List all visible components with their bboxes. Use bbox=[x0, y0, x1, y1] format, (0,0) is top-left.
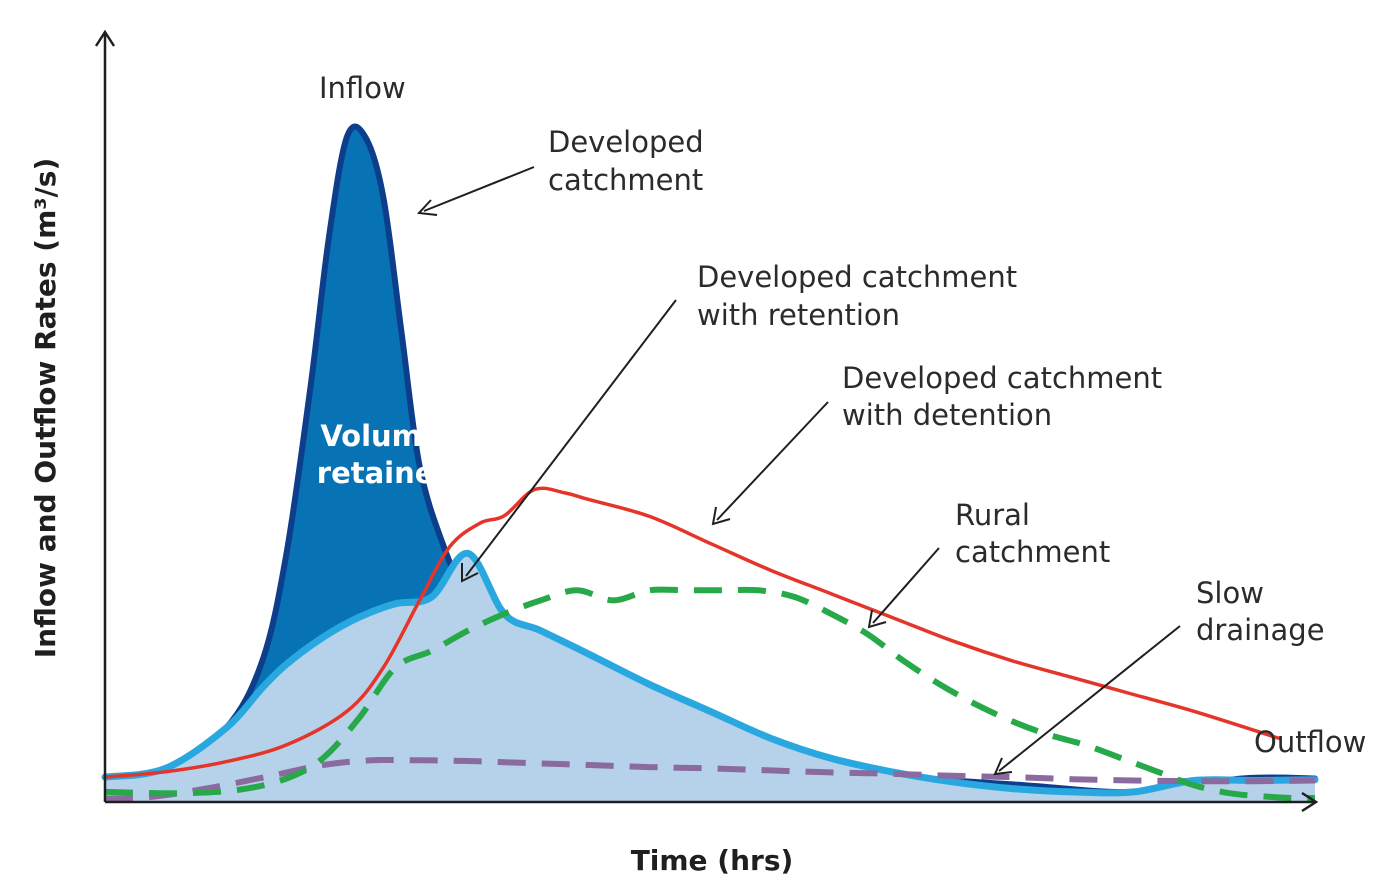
line-rural bbox=[104, 586, 1316, 802]
label-developed-line-1: Developed bbox=[548, 125, 704, 159]
label-slow-line-1: Slow bbox=[1196, 576, 1264, 610]
x-axis-arrowhead bbox=[1301, 791, 1319, 813]
label-retention: Developed catchment with retention bbox=[697, 260, 1026, 332]
line-slow bbox=[104, 756, 1316, 802]
label-slow-line-2: drainage bbox=[1196, 613, 1325, 647]
arrow-slow bbox=[998, 625, 1181, 772]
arrow-developed bbox=[423, 166, 535, 212]
arrowhead-developed bbox=[416, 199, 438, 216]
arrow-retention bbox=[465, 299, 677, 577]
label-retention-line-2: with retention bbox=[697, 298, 900, 332]
arrowhead-rural bbox=[867, 609, 887, 629]
label-detention: Developed catchment with detention bbox=[842, 361, 1171, 432]
axes bbox=[94, 29, 1319, 813]
label-developed: Developed catchment bbox=[548, 125, 713, 197]
y-axis-arrowhead bbox=[94, 29, 116, 47]
label-retention-line-1: Developed catchment bbox=[697, 260, 1017, 294]
label-outflow: Outflow bbox=[1254, 725, 1366, 759]
label-outflow-line-1: Outflow bbox=[1254, 725, 1366, 759]
x-axis-title: Time (hrs) bbox=[631, 844, 794, 877]
arrowhead-detention bbox=[711, 506, 731, 526]
label-inflow-line-1: Inflow bbox=[319, 71, 406, 105]
arrow-rural bbox=[872, 547, 940, 624]
label-slow-drainage: Slow drainage bbox=[1196, 576, 1325, 647]
arrowhead-retention bbox=[461, 563, 479, 583]
label-volume-line-1: Volume bbox=[320, 419, 441, 453]
label-detention-line-1: Developed catchment bbox=[842, 361, 1162, 395]
label-volume-line-2: retained bbox=[317, 456, 455, 490]
y-axis-title: Inflow and Outflow Rates (m³/s) bbox=[29, 158, 62, 658]
arrowhead-slow bbox=[993, 757, 1013, 776]
label-developed-line-2: catchment bbox=[548, 163, 703, 197]
label-rural-line-2: catchment bbox=[955, 535, 1110, 569]
label-detention-line-2: with detention bbox=[842, 398, 1052, 432]
area-retention bbox=[105, 553, 1315, 802]
label-rural: Rural catchment bbox=[955, 498, 1110, 569]
line-detention bbox=[103, 486, 1281, 779]
annotation-labels: Inflow Developed catchment Developed cat… bbox=[317, 71, 1367, 759]
plot-lines bbox=[103, 486, 1316, 802]
arrow-detention bbox=[716, 401, 829, 521]
annotation-arrows bbox=[416, 166, 1181, 776]
label-volume-retained: Volume retained bbox=[317, 419, 455, 490]
plot-areas bbox=[101, 123, 1319, 803]
label-rural-line-1: Rural bbox=[955, 498, 1030, 532]
label-inflow: Inflow bbox=[319, 71, 406, 105]
outline-retention bbox=[101, 549, 1319, 797]
